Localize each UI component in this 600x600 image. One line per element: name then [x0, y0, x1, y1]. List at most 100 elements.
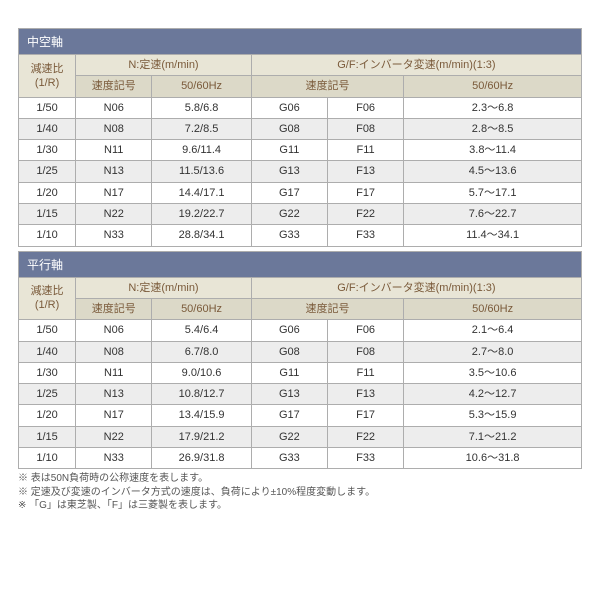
cell-n_hz: 7.2/8.5 — [152, 118, 251, 139]
cell-n_code: N11 — [76, 362, 152, 383]
cell-g: G06 — [251, 320, 327, 341]
cell-gf_hz: 2.1～6.4 — [404, 320, 582, 341]
cell-ratio: 1/20 — [19, 405, 76, 426]
cell-gf_hz: 2.8～8.5 — [404, 118, 582, 139]
table-row: 1/25N1311.5/13.6G13F134.5～13.6 — [19, 161, 582, 182]
cell-f: F06 — [327, 320, 403, 341]
ratio-label-2: (1/R) — [35, 299, 59, 311]
ratio-label-1: 減速比 — [31, 63, 64, 75]
cell-gf_hz: 4.5～13.6 — [404, 161, 582, 182]
cell-n_code: N08 — [76, 341, 152, 362]
col-gf-group-header: G/F:インバータ変速(m/min)(1:3) — [251, 277, 581, 298]
ratio-label-2: (1/R) — [35, 77, 59, 89]
cell-n_hz: 14.4/17.1 — [152, 182, 251, 203]
cell-n_code: N08 — [76, 118, 152, 139]
cell-n_code: N33 — [76, 225, 152, 246]
cell-f: F11 — [327, 362, 403, 383]
cell-f: F33 — [327, 225, 403, 246]
cell-gf_hz: 7.1～21.2 — [404, 426, 582, 447]
table-row: 1/10N3328.8/34.1G33F3311.4～34.1 — [19, 225, 582, 246]
cell-n_code: N17 — [76, 405, 152, 426]
cell-f: F08 — [327, 341, 403, 362]
cell-gf_hz: 4.2～12.7 — [404, 384, 582, 405]
cell-ratio: 1/40 — [19, 118, 76, 139]
cell-gf_hz: 10.6～31.8 — [404, 448, 582, 469]
col-n-group-header: N:定速(m/min) — [76, 55, 252, 76]
cell-f: F33 — [327, 448, 403, 469]
cell-gf_hz: 5.7～17.1 — [404, 182, 582, 203]
cell-f: F17 — [327, 405, 403, 426]
cell-n_hz: 28.8/34.1 — [152, 225, 251, 246]
table-row: 1/20N1713.4/15.9G17F175.3～15.9 — [19, 405, 582, 426]
cell-ratio: 1/15 — [19, 426, 76, 447]
cell-n_code: N13 — [76, 384, 152, 405]
table-row: 1/40N086.7/8.0G08F082.7～8.0 — [19, 341, 582, 362]
col-n-hz-header: 50/60Hz — [152, 76, 251, 97]
speed-table: 減速比 (1/R) N:定速(m/min)G/F:インバータ変速(m/min)(1:… — [18, 277, 582, 470]
cell-g: G08 — [251, 341, 327, 362]
col-n-code-header: 速度記号 — [76, 76, 152, 97]
col-ratio-header: 減速比 (1/R) — [19, 55, 76, 98]
ratio-label-1: 減速比 — [31, 285, 64, 297]
table-row: 1/50N065.8/6.8G06F062.3～6.8 — [19, 97, 582, 118]
cell-n_hz: 5.8/6.8 — [152, 97, 251, 118]
cell-n_code: N06 — [76, 97, 152, 118]
cell-n_hz: 9.0/10.6 — [152, 362, 251, 383]
cell-f: F11 — [327, 140, 403, 161]
cell-f: F06 — [327, 97, 403, 118]
cell-g: G11 — [251, 140, 327, 161]
cell-gf_hz: 2.3～6.8 — [404, 97, 582, 118]
col-n-hz-header: 50/60Hz — [152, 298, 251, 319]
spec-tables-root: 中空軸減速比(1/R)N:定速(m/min)G/F:インバータ変速(m/min)… — [18, 28, 582, 513]
cell-g: G11 — [251, 362, 327, 383]
cell-ratio: 1/15 — [19, 204, 76, 225]
cell-ratio: 1/10 — [19, 225, 76, 246]
cell-gf_hz: 7.6～22.7 — [404, 204, 582, 225]
cell-g: G33 — [251, 225, 327, 246]
cell-n_hz: 11.5/13.6 — [152, 161, 251, 182]
cell-g: G17 — [251, 405, 327, 426]
cell-f: F08 — [327, 118, 403, 139]
section-title: 平行軸 — [18, 251, 582, 277]
col-n-code-header: 速度記号 — [76, 298, 152, 319]
cell-ratio: 1/25 — [19, 161, 76, 182]
cell-n_code: N17 — [76, 182, 152, 203]
table-row: 1/10N3326.9/31.8G33F3310.6～31.8 — [19, 448, 582, 469]
table-row: 1/50N065.4/6.4G06F062.1～6.4 — [19, 320, 582, 341]
cell-gf_hz: 11.4～34.1 — [404, 225, 582, 246]
cell-f: F13 — [327, 384, 403, 405]
cell-g: G22 — [251, 204, 327, 225]
table-row: 1/25N1310.8/12.7G13F134.2～12.7 — [19, 384, 582, 405]
cell-n_code: N11 — [76, 140, 152, 161]
col-ratio-header: 減速比 (1/R) — [19, 277, 76, 320]
col-gf-group-header: G/F:インバータ変速(m/min)(1:3) — [251, 55, 581, 76]
cell-n_code: N22 — [76, 204, 152, 225]
table-row: 1/30N119.0/10.6G11F113.5～10.6 — [19, 362, 582, 383]
cell-ratio: 1/50 — [19, 320, 76, 341]
cell-g: G13 — [251, 161, 327, 182]
table-row: 1/20N1714.4/17.1G17F175.7～17.1 — [19, 182, 582, 203]
col-gf-code-header: 速度記号 — [251, 76, 403, 97]
cell-gf_hz: 2.7～8.0 — [404, 341, 582, 362]
footnote-line: ※ 定速及び変速のインバータ方式の速度は、負荷により±10%程度変動します。 — [18, 486, 582, 500]
cell-n_hz: 13.4/15.9 — [152, 405, 251, 426]
col-gf-hz-header: 50/60Hz — [404, 298, 582, 319]
cell-n_hz: 9.6/11.4 — [152, 140, 251, 161]
cell-n_hz: 10.8/12.7 — [152, 384, 251, 405]
cell-ratio: 1/30 — [19, 362, 76, 383]
footnote-line: ※ 表は50N負荷時の公称速度を表します。 — [18, 472, 582, 486]
col-gf-hz-header: 50/60Hz — [404, 76, 582, 97]
cell-n_code: N06 — [76, 320, 152, 341]
footnote-line: ※ 「G」は東芝製、「F」は三菱製を表します。 — [18, 499, 582, 513]
col-n-group-header: N:定速(m/min) — [76, 277, 252, 298]
table-row: 1/15N2219.2/22.7G22F227.6～22.7 — [19, 204, 582, 225]
col-gf-code-header: 速度記号 — [251, 298, 403, 319]
cell-n_code: N33 — [76, 448, 152, 469]
speed-table: 減速比 (1/R) N:定速(m/min)G/F:インバータ変速(m/min)(1:… — [18, 54, 582, 247]
cell-n_hz: 6.7/8.0 — [152, 341, 251, 362]
cell-g: G22 — [251, 426, 327, 447]
cell-f: F22 — [327, 204, 403, 225]
cell-g: G06 — [251, 97, 327, 118]
cell-n_hz: 5.4/6.4 — [152, 320, 251, 341]
cell-gf_hz: 3.5～10.6 — [404, 362, 582, 383]
